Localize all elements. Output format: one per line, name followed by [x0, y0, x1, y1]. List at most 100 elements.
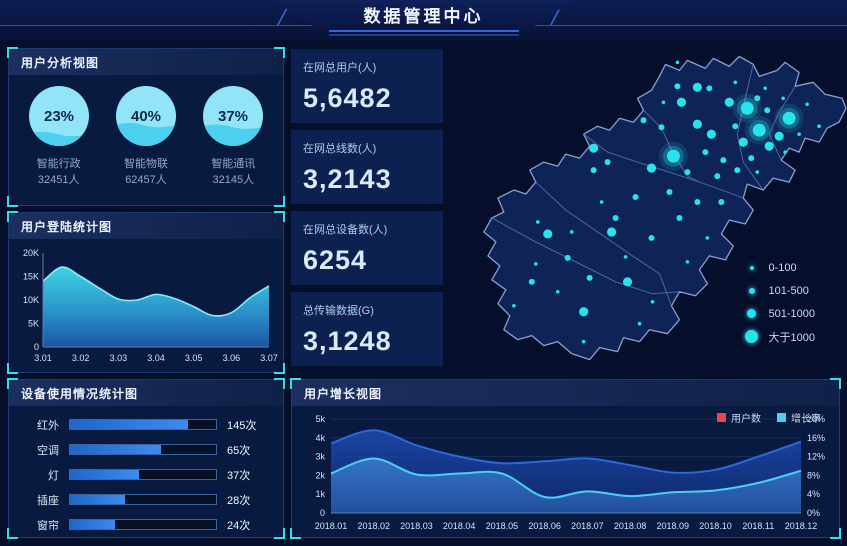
svg-text:16%: 16% [807, 433, 825, 443]
map-region: 0-100 101-500 501-1000 大于1000 [448, 42, 847, 378]
svg-text:3.07: 3.07 [260, 353, 278, 363]
corner-bracket [7, 363, 18, 374]
title-underline-decor [328, 30, 519, 36]
svg-text:2018.12: 2018.12 [785, 521, 818, 531]
growth-legend: 用户数 增长率 [701, 410, 821, 425]
kpi-label: 在网总设备数(人) [303, 224, 388, 236]
svg-text:3k: 3k [315, 452, 325, 462]
svg-text:0: 0 [34, 342, 39, 352]
svg-text:2018.01: 2018.01 [315, 521, 348, 531]
svg-text:2018.07: 2018.07 [571, 521, 604, 531]
kpi-card-total-devices: 在网总设备数(人) 6254 [291, 211, 443, 285]
svg-text:2018.03: 2018.03 [400, 521, 433, 531]
legend-item: 101-500 [744, 279, 816, 302]
svg-text:15K: 15K [23, 272, 39, 282]
gauge-label: 智能行政 [36, 158, 81, 170]
svg-text:2018.04: 2018.04 [443, 521, 476, 531]
svg-text:20K: 20K [23, 248, 39, 258]
corner-bracket [274, 528, 285, 539]
panel-login-stats: 用户登陆统计图 0 5K 10K 15K 20K 3.01 3.02 3.03 3.04 3.05… [7, 211, 285, 374]
device-label: 灯 [48, 469, 59, 482]
legend-item: 501-1000 [744, 302, 815, 325]
gauge-percent: 37% [218, 108, 248, 125]
device-value: 145次 [227, 419, 257, 432]
gauge-count: 32451人 [37, 174, 80, 186]
device-row: 插座 28次 [9, 487, 283, 512]
svg-text:3.06: 3.06 [223, 353, 241, 363]
device-label: 红外 [37, 419, 59, 432]
device-bar-fill [70, 520, 116, 529]
liquid-gauge-admin: 23% 智能行政 32451人 [16, 83, 102, 187]
svg-text:3.05: 3.05 [185, 353, 203, 363]
device-bar-track [69, 444, 217, 455]
svg-text:4%: 4% [807, 489, 820, 499]
svg-text:0%: 0% [807, 508, 820, 518]
panel-header: 用户分析视图 [9, 49, 283, 75]
device-bar-list: 红外 145次 空调 65次 灯 37次 插座 28次 [9, 406, 283, 537]
svg-text:2018.05: 2018.05 [486, 521, 519, 531]
device-bar-track [69, 419, 217, 430]
svg-text:20%: 20% [807, 414, 825, 424]
svg-text:4k: 4k [315, 433, 325, 443]
device-row: 灯 37次 [9, 462, 283, 487]
device-row: 红外 145次 [9, 412, 283, 437]
device-bar-fill [70, 420, 189, 429]
gauge-chart: 40% [115, 86, 176, 146]
legend-label: 101-500 [768, 284, 809, 297]
legend-label: 增长率 [791, 414, 821, 425]
svg-text:2018.06: 2018.06 [528, 521, 561, 531]
svg-text:3.04: 3.04 [147, 353, 165, 363]
legend-dot [745, 330, 758, 343]
legend-item-growth[interactable]: 增长率 [777, 410, 821, 425]
corner-bracket [274, 211, 285, 222]
corner-bracket [274, 47, 285, 58]
svg-text:10K: 10K [23, 295, 39, 305]
gauge-percent: 23% [44, 108, 74, 125]
panel-title: 用户分析视图 [21, 55, 100, 70]
map-legend: 0-100 101-500 501-1000 大于1000 [744, 256, 816, 348]
kpi-value: 3,2143 [303, 164, 392, 194]
device-bar-fill [70, 470, 139, 479]
device-label: 窗帘 [37, 519, 59, 532]
corner-bracket [274, 196, 285, 207]
legend-dot [749, 265, 754, 270]
corner-bracket [290, 528, 301, 539]
gauge-label: 智能物联 [123, 158, 168, 170]
header-bar: 数据管理中心 [0, 0, 847, 40]
kpi-card-total-users: 在网总用户(人) 5,6482 [291, 49, 443, 123]
gauge-count: 62457人 [125, 174, 167, 186]
gauge-row: 23% 智能行政 32451人 40% 智能物联 624 [9, 75, 283, 187]
device-value: 37次 [227, 469, 251, 482]
map-bubbles [512, 60, 821, 344]
svg-text:2018.10: 2018.10 [699, 521, 732, 531]
legend-dot [747, 309, 756, 318]
svg-text:2k: 2k [315, 470, 325, 480]
svg-text:2018.08: 2018.08 [614, 521, 647, 531]
device-label: 插座 [37, 494, 59, 507]
panel-title: 用户登陆统计图 [21, 219, 113, 234]
panel-header: 用户登陆统计图 [9, 213, 283, 239]
legend-item-users[interactable]: 用户数 [717, 410, 761, 425]
legend-swatch-cyan [777, 413, 786, 422]
corner-bracket [7, 378, 18, 389]
corner-bracket [7, 47, 18, 58]
svg-text:2018.11: 2018.11 [742, 521, 774, 531]
svg-text:2018.02: 2018.02 [357, 521, 390, 531]
gauge-count: 32145人 [212, 174, 255, 186]
liquid-gauge-iot: 40% 智能物联 62457人 [103, 83, 189, 187]
svg-text:1k: 1k [315, 489, 325, 499]
device-bar-track [69, 519, 217, 530]
gauge-label: 智能通讯 [211, 158, 256, 170]
corner-bracket [290, 378, 301, 389]
panel-user-analysis: 用户分析视图 23% 智能行政 32451人 [7, 47, 285, 207]
panel-device-usage: 设备使用情况统计图 红外 145次 空调 65次 灯 37次 [7, 378, 285, 539]
corner-bracket [274, 378, 285, 389]
panel-user-growth: 用户增长视图 用户数 增长率 0 1k 2k 3k 4k 5k 0% 4% 8% 12% 16% 20… [290, 378, 841, 539]
legend-dot [748, 287, 755, 294]
kpi-value: 3,1248 [303, 326, 392, 356]
legend-label: 用户数 [731, 414, 761, 425]
login-area-chart: 0 5K 10K 15K 20K 3.01 3.02 3.03 3.04 3.05 3.06 3.07 [23, 248, 278, 363]
corner-bracket [7, 196, 18, 207]
device-value: 28次 [227, 494, 251, 507]
